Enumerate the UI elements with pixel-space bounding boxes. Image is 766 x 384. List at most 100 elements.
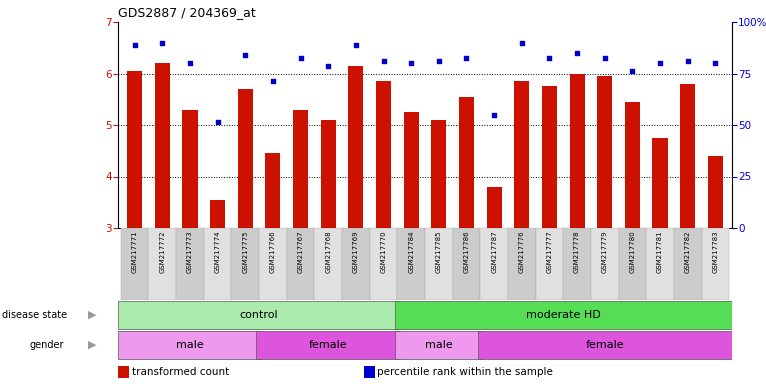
Bar bbox=[231, 228, 259, 300]
Bar bbox=[514, 81, 529, 228]
Text: GSM217771: GSM217771 bbox=[132, 230, 138, 273]
Text: female: female bbox=[585, 340, 624, 350]
Bar bbox=[647, 228, 674, 300]
Text: gender: gender bbox=[30, 340, 64, 350]
Point bbox=[709, 60, 722, 66]
Bar bbox=[349, 66, 363, 228]
Text: male: male bbox=[425, 340, 453, 350]
Bar bbox=[708, 156, 723, 228]
Bar bbox=[674, 228, 702, 300]
Point bbox=[682, 58, 694, 64]
Bar bbox=[404, 112, 419, 228]
Text: female: female bbox=[309, 340, 348, 350]
Text: control: control bbox=[240, 310, 278, 320]
Point bbox=[184, 60, 196, 66]
Bar bbox=[155, 63, 170, 228]
Bar bbox=[118, 301, 400, 329]
Point bbox=[294, 55, 306, 61]
Point bbox=[654, 60, 666, 66]
Text: GSM217767: GSM217767 bbox=[297, 230, 303, 273]
Text: GSM217769: GSM217769 bbox=[353, 230, 358, 273]
Text: GSM217776: GSM217776 bbox=[519, 230, 525, 273]
Bar bbox=[480, 228, 508, 300]
Text: GSM217773: GSM217773 bbox=[187, 230, 193, 273]
Text: GSM217774: GSM217774 bbox=[214, 230, 221, 273]
Bar bbox=[398, 228, 425, 300]
Text: GSM217780: GSM217780 bbox=[630, 230, 636, 273]
Bar bbox=[259, 228, 286, 300]
Text: percentile rank within the sample: percentile rank within the sample bbox=[377, 367, 553, 377]
Point bbox=[627, 68, 639, 74]
Bar bbox=[394, 331, 483, 359]
Text: GSM217785: GSM217785 bbox=[436, 230, 442, 273]
Text: GSM217778: GSM217778 bbox=[574, 230, 580, 273]
Bar bbox=[314, 228, 342, 300]
Bar bbox=[431, 120, 447, 228]
Text: GSM217782: GSM217782 bbox=[685, 230, 691, 273]
Text: moderate HD: moderate HD bbox=[526, 310, 601, 320]
Bar bbox=[597, 76, 612, 228]
Bar bbox=[118, 366, 129, 378]
Text: GSM217775: GSM217775 bbox=[242, 230, 248, 273]
Bar bbox=[257, 331, 400, 359]
Bar bbox=[459, 97, 474, 228]
Text: GSM217783: GSM217783 bbox=[712, 230, 719, 273]
Bar bbox=[118, 331, 262, 359]
Text: GSM217777: GSM217777 bbox=[546, 230, 552, 273]
Bar bbox=[625, 102, 640, 228]
Bar bbox=[619, 228, 647, 300]
Bar bbox=[425, 228, 453, 300]
Bar bbox=[563, 228, 591, 300]
Bar bbox=[127, 71, 142, 228]
Point bbox=[460, 55, 473, 61]
Bar bbox=[370, 228, 398, 300]
Bar bbox=[591, 228, 619, 300]
Text: GSM217766: GSM217766 bbox=[270, 230, 276, 273]
Text: GSM217787: GSM217787 bbox=[491, 230, 497, 273]
Point bbox=[378, 58, 390, 64]
Bar bbox=[176, 228, 204, 300]
Text: transformed count: transformed count bbox=[132, 367, 229, 377]
Bar bbox=[364, 366, 375, 378]
Text: disease state: disease state bbox=[2, 310, 67, 320]
Point bbox=[156, 40, 169, 46]
Bar bbox=[121, 228, 149, 300]
Bar bbox=[542, 86, 557, 228]
Point bbox=[516, 40, 528, 46]
Point bbox=[543, 55, 555, 61]
Point bbox=[267, 78, 279, 84]
Point bbox=[433, 58, 445, 64]
Bar bbox=[321, 120, 336, 228]
Bar bbox=[210, 200, 225, 228]
Text: male: male bbox=[176, 340, 204, 350]
Text: GSM217784: GSM217784 bbox=[408, 230, 414, 273]
Point bbox=[599, 55, 611, 61]
Point bbox=[350, 42, 362, 48]
Bar bbox=[286, 228, 314, 300]
Text: ▶: ▶ bbox=[88, 340, 97, 350]
Bar bbox=[182, 109, 198, 228]
Text: GSM217768: GSM217768 bbox=[326, 230, 331, 273]
Point bbox=[488, 112, 500, 118]
Bar bbox=[453, 228, 480, 300]
Bar bbox=[477, 331, 732, 359]
Bar bbox=[702, 228, 729, 300]
Point bbox=[239, 52, 251, 58]
Point bbox=[405, 60, 417, 66]
Bar bbox=[204, 228, 231, 300]
Bar bbox=[149, 228, 176, 300]
Point bbox=[129, 42, 141, 48]
Point bbox=[322, 63, 334, 69]
Bar bbox=[486, 187, 502, 228]
Text: GSM217770: GSM217770 bbox=[381, 230, 387, 273]
Bar bbox=[293, 109, 308, 228]
Bar bbox=[237, 89, 253, 228]
Bar bbox=[569, 73, 584, 228]
Point bbox=[211, 119, 224, 126]
Text: GSM217786: GSM217786 bbox=[463, 230, 470, 273]
Bar bbox=[342, 228, 370, 300]
Bar bbox=[653, 138, 668, 228]
Bar bbox=[376, 81, 391, 228]
Text: GSM217781: GSM217781 bbox=[657, 230, 663, 273]
Bar bbox=[394, 301, 732, 329]
